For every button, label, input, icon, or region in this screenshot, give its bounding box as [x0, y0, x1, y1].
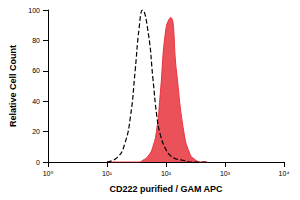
svg-text:10²: 10² — [161, 170, 172, 177]
svg-text:20: 20 — [32, 128, 40, 135]
svg-text:CD222 purified / GAM APC: CD222 purified / GAM APC — [109, 184, 223, 194]
svg-text:10³: 10³ — [220, 170, 231, 177]
svg-text:10¹: 10¹ — [102, 170, 113, 177]
svg-text:Relative Cell Count: Relative Cell Count — [8, 45, 18, 127]
svg-text:60: 60 — [32, 67, 40, 74]
svg-text:40: 40 — [32, 98, 40, 105]
svg-text:80: 80 — [32, 37, 40, 44]
svg-text:10⁴: 10⁴ — [279, 170, 290, 177]
svg-text:100: 100 — [28, 7, 40, 14]
svg-text:0: 0 — [36, 159, 40, 166]
svg-text:10⁰: 10⁰ — [43, 170, 54, 177]
